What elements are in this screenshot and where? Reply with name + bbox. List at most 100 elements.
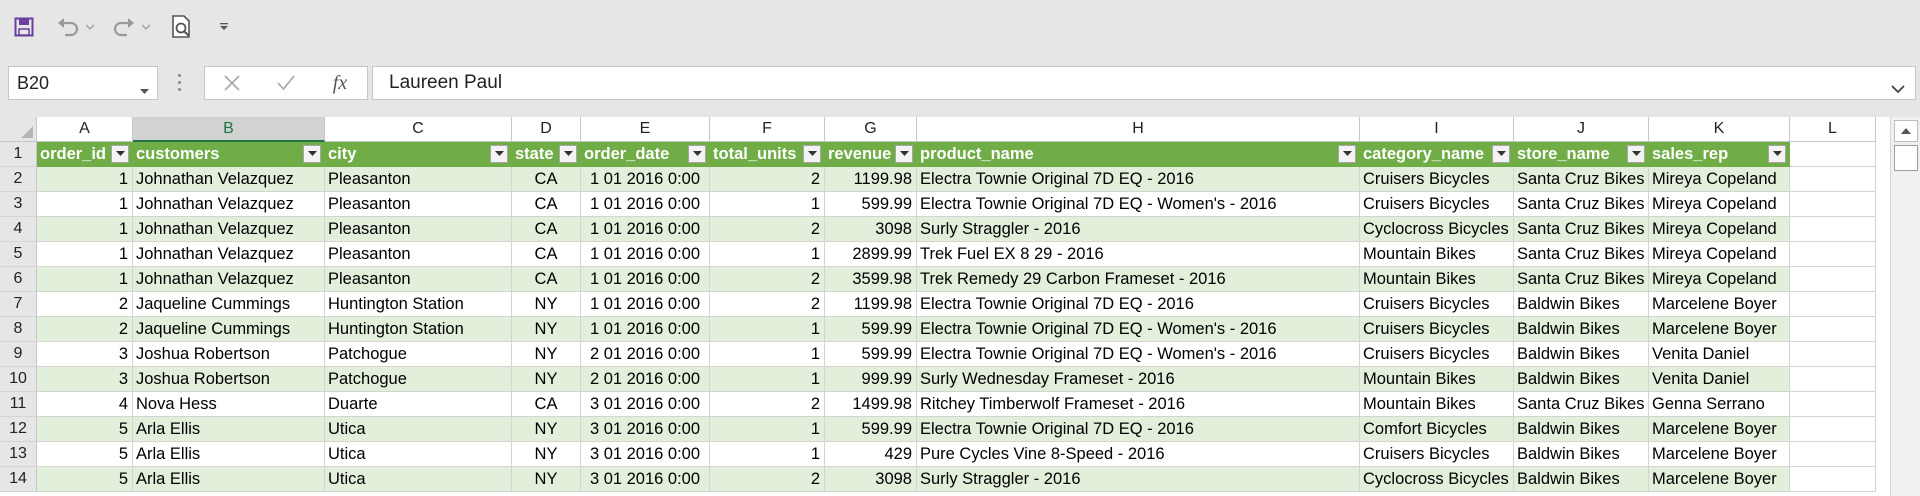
column-header-i[interactable]: I bbox=[1360, 117, 1514, 142]
print-preview-icon[interactable] bbox=[168, 14, 196, 40]
cell-order-id[interactable]: 4 bbox=[37, 392, 133, 417]
column-header-e[interactable]: E bbox=[581, 117, 710, 142]
cell-sales-rep[interactable]: Genna Serrano bbox=[1649, 392, 1790, 417]
cell-sales-rep[interactable]: Mireya Copeland bbox=[1649, 217, 1790, 242]
cell-sales-rep[interactable]: Mireya Copeland bbox=[1649, 167, 1790, 192]
column-header-j[interactable]: J bbox=[1514, 117, 1649, 142]
cell-product-name[interactable]: Surly Straggler - 2016 bbox=[917, 217, 1360, 242]
filter-dropdown-icon[interactable] bbox=[559, 145, 577, 163]
cell-city[interactable]: Pleasanton bbox=[325, 192, 512, 217]
table-header-customers[interactable]: customers bbox=[133, 142, 325, 167]
row-header[interactable]: 3 bbox=[0, 192, 37, 217]
scroll-up-icon[interactable] bbox=[1894, 120, 1918, 142]
cell-total-units[interactable]: 2 bbox=[710, 217, 825, 242]
cell-sales-rep[interactable]: Venita Daniel bbox=[1649, 367, 1790, 392]
cell-sales-rep[interactable]: Marcelene Boyer bbox=[1649, 417, 1790, 442]
cell-category-name[interactable]: Mountain Bikes bbox=[1360, 267, 1514, 292]
row-header[interactable]: 9 bbox=[0, 342, 37, 367]
cell-order-id[interactable]: 1 bbox=[37, 242, 133, 267]
cell-revenue[interactable]: 3599.98 bbox=[825, 267, 917, 292]
cell-empty[interactable] bbox=[1790, 442, 1876, 467]
cell-empty[interactable] bbox=[1790, 417, 1876, 442]
cell-city[interactable]: Huntington Station bbox=[325, 317, 512, 342]
filter-dropdown-icon[interactable] bbox=[1338, 145, 1356, 163]
cell-state[interactable]: NY bbox=[512, 442, 581, 467]
cell-total-units[interactable]: 1 bbox=[710, 442, 825, 467]
cell-order-date[interactable]: 1 01 2016 0:00 bbox=[581, 267, 710, 292]
cell-sales-rep[interactable]: Mireya Copeland bbox=[1649, 267, 1790, 292]
cell-city[interactable]: Pleasanton bbox=[325, 217, 512, 242]
cell-total-units[interactable]: 2 bbox=[710, 167, 825, 192]
cell-revenue[interactable]: 599.99 bbox=[825, 417, 917, 442]
row-header[interactable]: 2 bbox=[0, 167, 37, 192]
cell-state[interactable]: CA bbox=[512, 192, 581, 217]
cell-order-date[interactable]: 1 01 2016 0:00 bbox=[581, 217, 710, 242]
column-header-g[interactable]: G bbox=[825, 117, 917, 142]
cell-order-id[interactable]: 5 bbox=[37, 467, 133, 492]
cell-city[interactable]: Duarte bbox=[325, 392, 512, 417]
table-header-state[interactable]: state bbox=[512, 142, 581, 167]
cell-product-name[interactable]: Electra Townie Original 7D EQ - Women's … bbox=[917, 342, 1360, 367]
cell-order-id[interactable]: 5 bbox=[37, 442, 133, 467]
cell-city[interactable]: Utica bbox=[325, 442, 512, 467]
cell-order-date[interactable]: 3 01 2016 0:00 bbox=[581, 392, 710, 417]
formula-bar-resize-handle[interactable] bbox=[176, 74, 184, 94]
cell-empty[interactable] bbox=[1790, 167, 1876, 192]
cell-empty[interactable] bbox=[1790, 467, 1876, 492]
cell-store-name[interactable]: Santa Cruz Bikes bbox=[1514, 392, 1649, 417]
cell-revenue[interactable]: 1199.98 bbox=[825, 167, 917, 192]
cell-city[interactable]: Pleasanton bbox=[325, 267, 512, 292]
cell-state[interactable]: NY bbox=[512, 317, 581, 342]
cell-order-id[interactable]: 1 bbox=[37, 192, 133, 217]
cell-empty[interactable] bbox=[1790, 292, 1876, 317]
table-header-product-name[interactable]: product_name bbox=[917, 142, 1360, 167]
formula-input[interactable]: Laureen Paul bbox=[372, 66, 1916, 100]
cell-state[interactable]: NY bbox=[512, 292, 581, 317]
cell-customers[interactable]: Jaqueline Cummings bbox=[133, 292, 325, 317]
cell-empty[interactable] bbox=[1790, 392, 1876, 417]
cell-total-units[interactable]: 2 bbox=[710, 267, 825, 292]
cell-store-name[interactable]: Baldwin Bikes bbox=[1514, 367, 1649, 392]
cell-city[interactable]: Huntington Station bbox=[325, 292, 512, 317]
cell-empty[interactable] bbox=[1790, 217, 1876, 242]
cell-empty[interactable] bbox=[1790, 367, 1876, 392]
cell-store-name[interactable]: Baldwin Bikes bbox=[1514, 417, 1649, 442]
cell-empty[interactable] bbox=[1790, 192, 1876, 217]
cell-order-date[interactable]: 1 01 2016 0:00 bbox=[581, 317, 710, 342]
row-header[interactable]: 11 bbox=[0, 392, 37, 417]
cell-product-name[interactable]: Electra Townie Original 7D EQ - Women's … bbox=[917, 317, 1360, 342]
column-header-l[interactable]: L bbox=[1790, 117, 1876, 142]
save-icon[interactable] bbox=[10, 14, 38, 40]
cell-order-date[interactable]: 1 01 2016 0:00 bbox=[581, 292, 710, 317]
cell-city[interactable]: Utica bbox=[325, 467, 512, 492]
expand-formula-bar-icon[interactable] bbox=[1891, 78, 1905, 100]
cell-store-name[interactable]: Baldwin Bikes bbox=[1514, 442, 1649, 467]
cell-total-units[interactable]: 1 bbox=[710, 417, 825, 442]
cell-order-id[interactable]: 1 bbox=[37, 267, 133, 292]
row-header[interactable]: 6 bbox=[0, 267, 37, 292]
column-header-k[interactable]: K bbox=[1649, 117, 1790, 142]
cell-store-name[interactable]: Santa Cruz Bikes bbox=[1514, 192, 1649, 217]
cell-store-name[interactable]: Baldwin Bikes bbox=[1514, 317, 1649, 342]
name-box[interactable]: B20 bbox=[8, 66, 158, 100]
cell-state[interactable]: NY bbox=[512, 367, 581, 392]
cell-product-name[interactable]: Pure Cycles Vine 8-Speed - 2016 bbox=[917, 442, 1360, 467]
cell-order-date[interactable]: 2 01 2016 0:00 bbox=[581, 342, 710, 367]
cell-total-units[interactable]: 2 bbox=[710, 292, 825, 317]
row-header[interactable]: 13 bbox=[0, 442, 37, 467]
cell-order-id[interactable]: 1 bbox=[37, 167, 133, 192]
cell-state[interactable]: NY bbox=[512, 467, 581, 492]
cell-order-date[interactable]: 1 01 2016 0:00 bbox=[581, 167, 710, 192]
cell-store-name[interactable]: Baldwin Bikes bbox=[1514, 342, 1649, 367]
cell-customers[interactable]: Arla Ellis bbox=[133, 417, 325, 442]
filter-dropdown-icon[interactable] bbox=[1627, 145, 1645, 163]
cell-customers[interactable]: Johnathan Velazquez bbox=[133, 192, 325, 217]
filter-dropdown-icon[interactable] bbox=[688, 145, 706, 163]
cell-empty[interactable] bbox=[1790, 317, 1876, 342]
cell-revenue[interactable]: 3098 bbox=[825, 217, 917, 242]
scrollbar-thumb[interactable] bbox=[1894, 145, 1918, 171]
cell-sales-rep[interactable]: Marcelene Boyer bbox=[1649, 317, 1790, 342]
column-header-d[interactable]: D bbox=[512, 117, 581, 142]
cell-order-date[interactable]: 2 01 2016 0:00 bbox=[581, 367, 710, 392]
enter-check-icon[interactable] bbox=[259, 66, 313, 100]
